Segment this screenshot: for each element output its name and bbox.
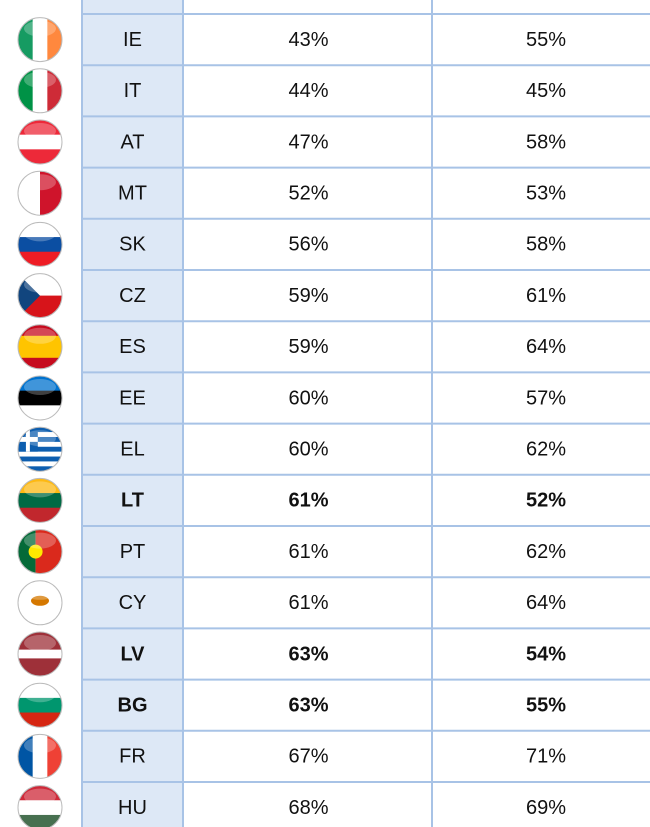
flag-icon (18, 273, 62, 318)
cell-value: 61% (288, 541, 328, 563)
flag-icon (18, 222, 62, 267)
country-code: IT (124, 80, 142, 102)
cell-value: 43% (288, 29, 328, 51)
flag-rim (17, 273, 63, 319)
country-code: SK (119, 234, 146, 256)
flag-icon (18, 427, 62, 472)
flag-icon (18, 171, 62, 216)
country-code: PT (120, 541, 146, 563)
flag-rim (17, 785, 63, 827)
flag-gloss (24, 583, 56, 600)
flag-icon (18, 580, 62, 625)
flag-rim (17, 426, 63, 472)
country-code: MT (118, 182, 147, 204)
flag-rim (17, 68, 63, 114)
cell-value: 67% (288, 746, 328, 768)
flag-gloss (24, 379, 56, 395)
cell-value: 44% (288, 80, 328, 102)
country-code: IE (123, 29, 142, 51)
cell-value: 59% (288, 336, 328, 358)
cell-value: 45% (526, 80, 566, 102)
cell-value: 47% (288, 131, 328, 153)
flag-rim (17, 221, 63, 267)
cell-value: 56% (288, 234, 328, 256)
cell-value: 55% (526, 694, 566, 716)
flag-rim (17, 119, 63, 165)
cell-value: 62% (526, 541, 566, 563)
cell-value: 55% (526, 29, 566, 51)
country-code: HU (118, 797, 147, 819)
country-code: AT (120, 131, 144, 153)
flag-gloss (24, 788, 56, 805)
flag-rim (17, 682, 63, 728)
cell-value: 58% (526, 131, 566, 153)
cell-value: 53% (526, 182, 566, 204)
cell-value: 62% (526, 438, 566, 460)
cell-value: 54% (526, 643, 566, 665)
flag-gloss (24, 123, 56, 139)
flag-rim (17, 375, 63, 421)
flag-rim (17, 477, 63, 523)
country-code: CY (119, 592, 147, 614)
flag-gloss (24, 430, 56, 447)
flag-rim (17, 324, 63, 370)
flag-icon (18, 376, 62, 420)
cell-value: 57% (526, 387, 566, 409)
cell-value: 52% (288, 182, 328, 204)
flag-icon (18, 17, 62, 62)
flag-icon (18, 324, 62, 369)
flag-rim (17, 733, 63, 779)
flag-gloss (24, 686, 56, 703)
flag-rim (17, 631, 63, 677)
flag-icon (18, 478, 62, 523)
cell-value: 61% (288, 592, 328, 614)
cell-value: 60% (288, 387, 328, 409)
flag-gloss (24, 481, 56, 498)
flag-gloss (24, 635, 56, 651)
cell-value: 61% (288, 490, 328, 512)
flag-gloss (24, 20, 56, 37)
cell-value: 59% (288, 285, 328, 307)
flag-icon (18, 632, 62, 676)
flag-icon (18, 683, 62, 728)
flag-gloss (24, 225, 56, 242)
country-code: LV (120, 643, 145, 665)
flag-rim (17, 529, 63, 575)
flag-icon (18, 68, 62, 113)
flag-rim (17, 170, 63, 216)
flag-icon (18, 734, 62, 779)
flag-gloss (24, 276, 56, 293)
flag-icon (18, 785, 62, 827)
flag-icon (18, 120, 62, 164)
country-code: EE (119, 387, 146, 409)
flag-gloss (24, 532, 56, 549)
flag-rim (17, 17, 63, 63)
cell-value: 68% (288, 797, 328, 819)
flag-gloss (24, 174, 56, 191)
country-code: CZ (119, 285, 146, 307)
cell-value: 58% (526, 234, 566, 256)
flag-rim (17, 580, 63, 626)
cell-value: 63% (288, 694, 328, 716)
country-code: LT (121, 490, 144, 512)
code-column-bg (82, 0, 183, 827)
country-code: ES (119, 336, 146, 358)
cell-value: 60% (288, 438, 328, 460)
cell-value: 69% (526, 797, 566, 819)
country-code: EL (120, 438, 144, 460)
flag-gloss (24, 327, 56, 344)
cell-value: 64% (526, 592, 566, 614)
cell-value: 61% (526, 285, 566, 307)
country-code: BG (118, 694, 148, 716)
flag-gloss (24, 71, 56, 88)
cell-value: 52% (526, 490, 566, 512)
cell-value: 71% (526, 746, 566, 768)
cell-value: 63% (288, 643, 328, 665)
country-code: FR (119, 746, 146, 768)
cell-value: 64% (526, 336, 566, 358)
flag-gloss (24, 737, 56, 754)
